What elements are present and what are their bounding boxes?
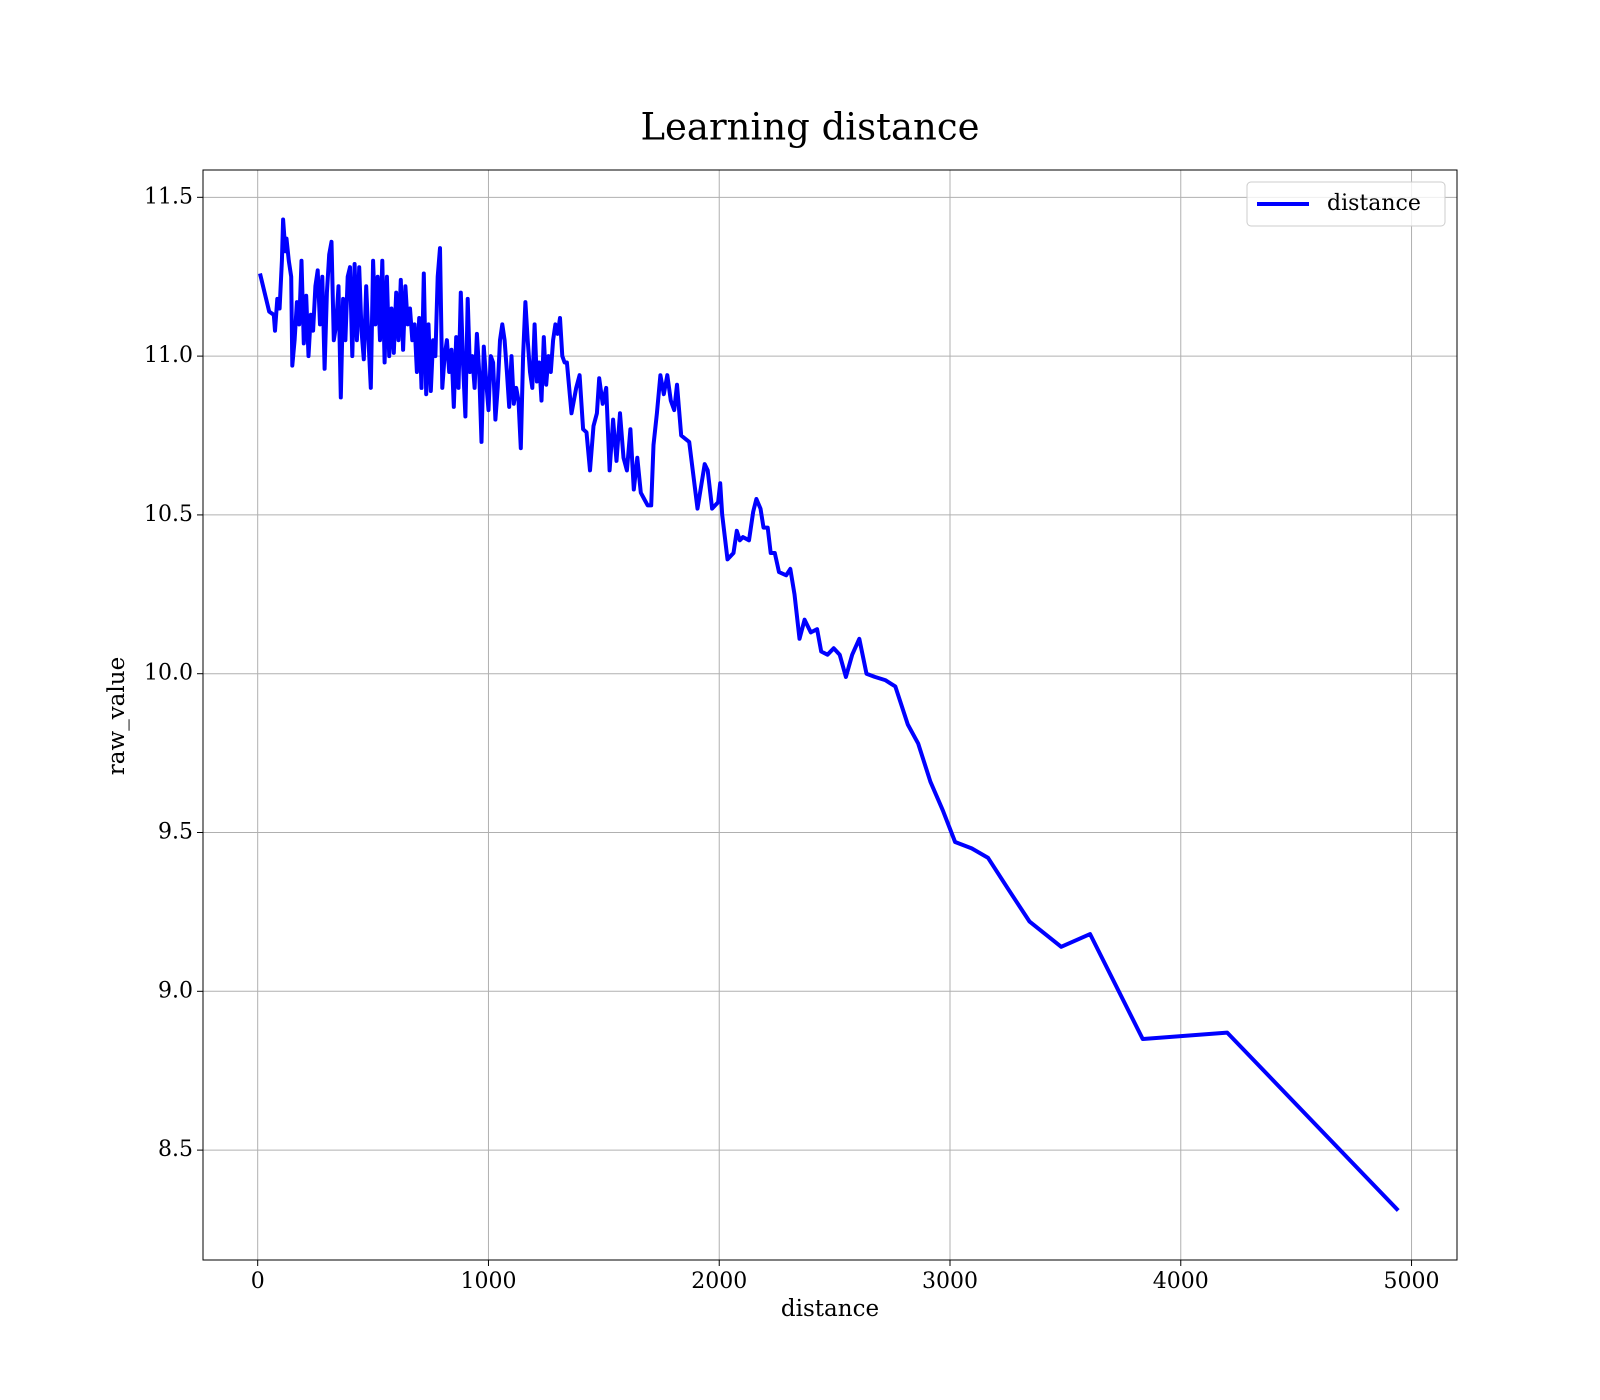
x-tick-label: 4000	[1153, 1269, 1209, 1294]
y-tick-label: 11.5	[144, 184, 193, 209]
y-tick-label: 11.0	[144, 343, 193, 368]
y-tick-label: 8.5	[158, 1137, 193, 1162]
x-axis-label: distance	[781, 1296, 879, 1322]
y-tick-label: 9.5	[158, 820, 193, 845]
y-tick-label: 10.5	[144, 502, 193, 527]
data-line	[258, 217, 1400, 1212]
x-tick-label: 5000	[1384, 1269, 1440, 1294]
x-tick-label: 1000	[460, 1269, 516, 1294]
y-tick-label: 9.0	[158, 978, 193, 1003]
y-tick-label: 10.0	[144, 661, 193, 686]
x-tick-label: 2000	[691, 1269, 747, 1294]
legend-label: distance	[1327, 191, 1421, 216]
x-tick-label: 3000	[922, 1269, 978, 1294]
legend-box	[1246, 181, 1446, 227]
x-tick-label: 0	[251, 1269, 265, 1294]
y-axis-label: raw_value	[104, 657, 130, 775]
plot-frame	[202, 169, 1458, 1261]
chart-title: Learning distance	[640, 106, 979, 149]
